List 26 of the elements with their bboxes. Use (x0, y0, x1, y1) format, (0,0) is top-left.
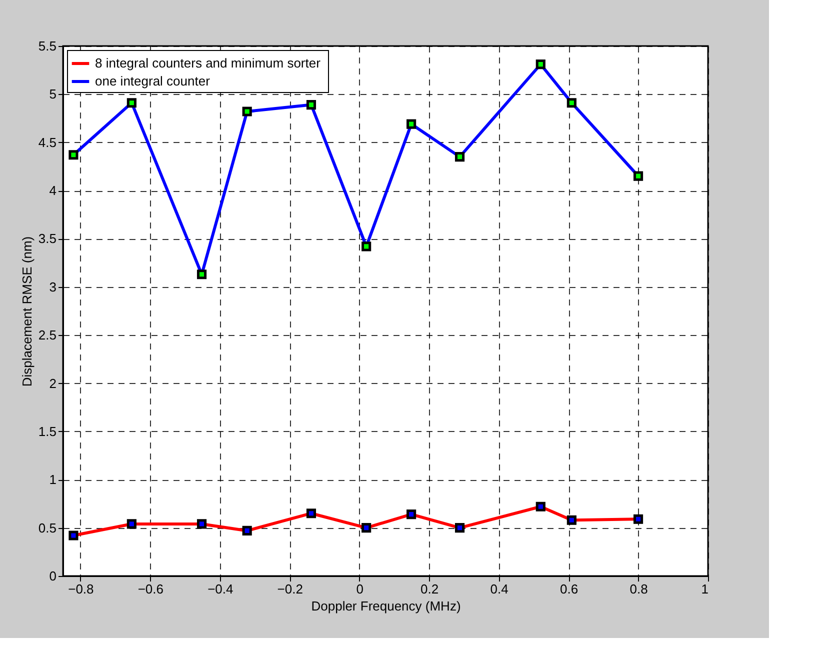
x-tick-label: −0.2 (277, 582, 303, 596)
y-tick-label: 2.5 (38, 328, 56, 343)
y-tick-label: 3 (49, 279, 56, 294)
x-tick-label: 1 (701, 582, 708, 596)
y-tick-label: 1.5 (38, 424, 56, 439)
y-tick-label: 5.5 (38, 38, 56, 54)
y-tick-label: 2 (49, 376, 56, 391)
legend-label: 8 integral counters and minimum sorter (95, 56, 322, 70)
x-tick-label: 0.4 (490, 582, 508, 596)
x-axis-title: Doppler Frequency (MHz) (311, 598, 461, 614)
y-tick-label: 0 (49, 568, 56, 584)
x-tick-label: 0 (356, 582, 364, 596)
y-tick-label: 4 (49, 183, 56, 198)
x-tick-label: 0.2 (420, 582, 439, 596)
y-tick-label: 3.5 (38, 231, 56, 246)
y-tick-label: 5 (49, 86, 56, 102)
x-tick-label: 0.8 (630, 582, 648, 596)
x-tick-label: −0.4 (208, 582, 234, 596)
x-tick-label: −0.6 (138, 582, 164, 596)
legend-label: one integral counter (95, 74, 211, 88)
x-tick-label: 0.6 (560, 582, 578, 596)
y-tick-label: 1 (49, 472, 56, 488)
x-tick-label: −0.8 (68, 582, 94, 596)
y-axis-title: Displacement RMSE (nm) (19, 236, 34, 387)
y-tick-label: 4.5 (38, 134, 56, 150)
y-tick-label: 0.5 (38, 520, 56, 536)
